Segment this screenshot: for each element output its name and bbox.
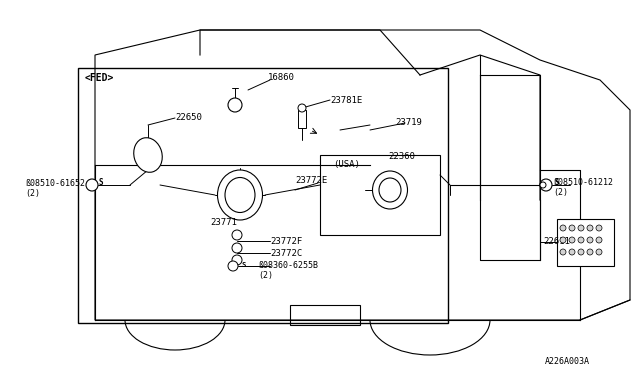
Circle shape [298, 104, 306, 112]
Circle shape [596, 249, 602, 255]
Circle shape [228, 261, 238, 271]
Text: ß08510-61212
(2): ß08510-61212 (2) [553, 178, 613, 198]
Text: S: S [555, 178, 559, 187]
Circle shape [578, 225, 584, 231]
Circle shape [587, 237, 593, 243]
Circle shape [587, 225, 593, 231]
Text: ß08360-6255B
(2): ß08360-6255B (2) [258, 261, 318, 280]
Text: (USA): (USA) [333, 160, 360, 169]
Text: S: S [241, 262, 245, 268]
Text: 23719: 23719 [395, 118, 422, 127]
Circle shape [569, 237, 575, 243]
Text: 23772F: 23772F [270, 237, 302, 246]
Text: 16860: 16860 [268, 73, 295, 82]
Ellipse shape [379, 178, 401, 202]
Text: 23772C: 23772C [270, 249, 302, 258]
Circle shape [560, 225, 566, 231]
Text: 22360: 22360 [388, 152, 415, 161]
Circle shape [560, 237, 566, 243]
Circle shape [86, 179, 98, 191]
Text: 23772E: 23772E [295, 176, 327, 185]
Text: 23781E: 23781E [330, 96, 362, 105]
Text: S: S [99, 178, 104, 187]
Ellipse shape [134, 138, 163, 172]
Ellipse shape [225, 177, 255, 212]
Polygon shape [95, 30, 630, 320]
Bar [298, 110, 306, 128]
Circle shape [232, 243, 242, 253]
Circle shape [569, 225, 575, 231]
Text: 22650: 22650 [175, 113, 202, 122]
Circle shape [232, 255, 242, 265]
Circle shape [540, 179, 552, 191]
Text: 22611: 22611 [543, 237, 570, 246]
Circle shape [560, 249, 566, 255]
Bar [320, 155, 440, 235]
Bar [78, 68, 448, 323]
Circle shape [587, 249, 593, 255]
Circle shape [228, 98, 242, 112]
Ellipse shape [372, 171, 408, 209]
Circle shape [232, 230, 242, 240]
Circle shape [578, 237, 584, 243]
Ellipse shape [218, 170, 262, 220]
Circle shape [596, 225, 602, 231]
FancyBboxPatch shape [557, 219, 614, 266]
Circle shape [540, 182, 546, 188]
Text: 23771: 23771 [210, 218, 237, 227]
Circle shape [578, 249, 584, 255]
Text: A226A003A: A226A003A [545, 357, 590, 366]
Circle shape [596, 237, 602, 243]
Circle shape [569, 249, 575, 255]
Text: ß08510-61652
(2): ß08510-61652 (2) [25, 179, 85, 198]
Bar [290, 305, 360, 325]
Text: <FED>: <FED> [85, 73, 115, 83]
